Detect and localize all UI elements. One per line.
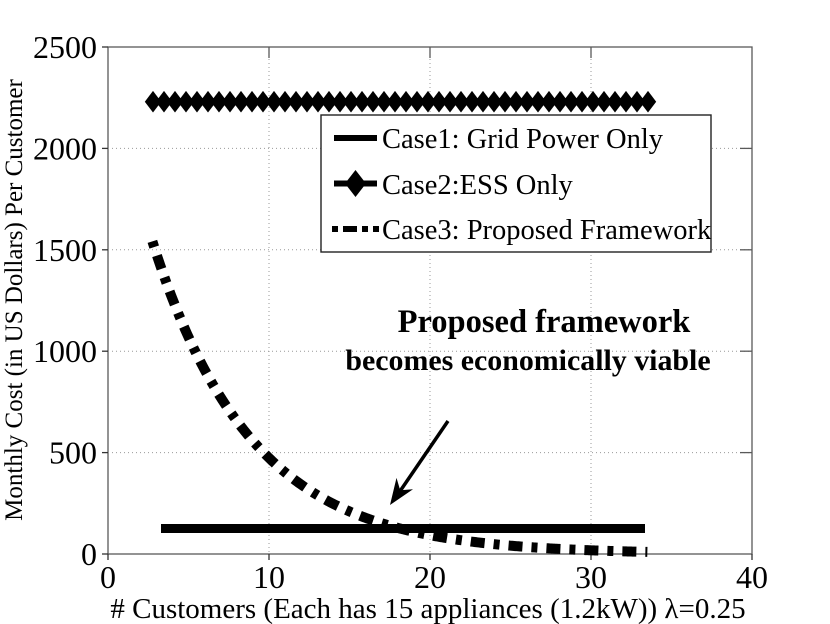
- svg-text:becomes economically viable: becomes economically viable: [345, 344, 710, 377]
- svg-text:2500: 2500: [33, 29, 97, 65]
- svg-text:Monthly Cost (in US Dollars) P: Monthly Cost (in US Dollars) Per Custome…: [1, 78, 28, 520]
- svg-text:30: 30: [575, 559, 607, 595]
- svg-text:1500: 1500: [33, 232, 97, 268]
- svg-text:# Customers (Each has 15 appli: # Customers (Each has 15 appliances (1.2…: [110, 593, 745, 624]
- svg-text:2000: 2000: [33, 130, 97, 166]
- svg-text:Proposed framework: Proposed framework: [398, 304, 692, 340]
- svg-text:10: 10: [253, 559, 285, 595]
- svg-text:0: 0: [81, 536, 97, 572]
- svg-text:40: 40: [736, 559, 768, 595]
- svg-text:Case3: Proposed Framework: Case3: Proposed Framework: [382, 215, 712, 246]
- svg-text:500: 500: [49, 435, 97, 471]
- svg-text:20: 20: [414, 559, 446, 595]
- svg-text:Case2:ESS Only: Case2:ESS Only: [382, 170, 574, 201]
- svg-text:0: 0: [100, 559, 116, 595]
- svg-text:1000: 1000: [33, 333, 97, 369]
- svg-text:Case1: Grid Power Only: Case1: Grid Power Only: [382, 124, 664, 155]
